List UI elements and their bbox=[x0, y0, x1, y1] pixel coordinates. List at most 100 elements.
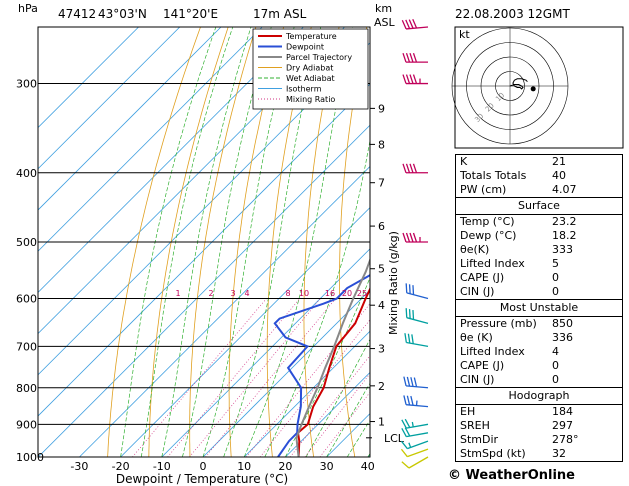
index-row: EH 184 bbox=[460, 405, 573, 418]
km-tick-label: 1 bbox=[378, 416, 385, 429]
wind-barb bbox=[403, 376, 429, 389]
wind-barb bbox=[402, 163, 428, 174]
mixing-ratio-line bbox=[319, 391, 370, 457]
temperature-tick-label: -30 bbox=[70, 460, 88, 473]
wind-barb-staff bbox=[406, 317, 429, 325]
pressure-tick-label: 700 bbox=[16, 340, 37, 353]
wind-barb-staff bbox=[406, 404, 429, 408]
km-tick-label: 2 bbox=[378, 380, 385, 393]
legend-label: Temperature bbox=[285, 32, 337, 41]
wet-adiabat bbox=[285, 276, 370, 457]
km-unit-label: km bbox=[375, 2, 392, 15]
mixing-ratio-value-label: 10 bbox=[299, 289, 309, 298]
wet-adiabat bbox=[120, 27, 217, 457]
index-row: Pressure (mb) 850 bbox=[460, 317, 573, 330]
parcel-trajectory-line bbox=[295, 257, 370, 457]
wind-barb-flag bbox=[412, 19, 418, 29]
legend-label: Dry Adiabat bbox=[286, 64, 333, 73]
wind-barb-flag bbox=[411, 334, 414, 344]
mixing-ratio-value-label: 1 bbox=[175, 289, 180, 298]
wind-barb-flag bbox=[400, 440, 408, 450]
isotherm-line bbox=[38, 27, 139, 129]
legend-box bbox=[252, 28, 369, 110]
hodograph-storm-motion bbox=[530, 86, 536, 92]
most-unstable-section: Most Unstable Pressure (mb) 850 θe (K) 336… bbox=[455, 300, 623, 388]
isotherm-line bbox=[285, 371, 370, 457]
wind-barb-flag bbox=[412, 309, 415, 320]
km-tick-label: 8 bbox=[378, 138, 385, 151]
hodograph-unit: kt bbox=[459, 28, 470, 41]
wind-barb-flag bbox=[405, 283, 408, 293]
wind-barb-flag bbox=[402, 163, 407, 173]
legend-label: Dewpoint bbox=[286, 43, 324, 52]
wind-barb-flag bbox=[410, 395, 414, 406]
mixing-ratio-line bbox=[259, 319, 370, 457]
pressure-tick-label: 500 bbox=[16, 236, 37, 249]
isotherm-line bbox=[243, 330, 370, 457]
wind-barb-flag bbox=[405, 308, 408, 318]
wind-barb-staff bbox=[406, 292, 429, 300]
wind-barb-flag bbox=[408, 19, 414, 29]
mixing-ratio-value-label: 3 bbox=[230, 289, 235, 298]
wind-barb-flag bbox=[403, 395, 407, 405]
index-row: CIN (J) 0 bbox=[460, 285, 559, 298]
isotherm-line bbox=[202, 289, 370, 457]
stability-indices: K 21 Totals Totals 40 PW (cm) 4.07 bbox=[455, 154, 623, 198]
mixing-ratio-axis-label: Mixing Ratio (g/kg) bbox=[387, 231, 400, 335]
wind-barb bbox=[401, 418, 429, 429]
pressure-tick-label: 600 bbox=[16, 293, 37, 306]
dry-adiabat bbox=[107, 27, 201, 457]
wind-barb-flag bbox=[409, 163, 414, 173]
temperature-tick-label: 10 bbox=[237, 460, 251, 473]
surface-section: Surface Temp (°C) 23.2 Dewp (°C) 18.2 θe(K… bbox=[455, 198, 623, 300]
wind-barb bbox=[400, 440, 429, 450]
temperature-tick-label: 40 bbox=[361, 460, 375, 473]
temperature-tick-label: -20 bbox=[112, 460, 130, 473]
station-elev: 17m ASL bbox=[253, 7, 307, 21]
hodograph-trace bbox=[509, 78, 528, 90]
wind-barb-staff bbox=[407, 440, 429, 450]
wind-barb-flag bbox=[400, 448, 408, 458]
indices-panel: K 21 Totals Totals 40 PW (cm) 4.07 Surface … bbox=[455, 154, 623, 462]
km-sub-label: ASL bbox=[374, 16, 396, 29]
wind-barb-flag bbox=[406, 395, 411, 406]
wind-barbs bbox=[400, 19, 429, 469]
x-axis-label: Dewpoint / Temperature (°C) bbox=[116, 472, 288, 486]
wind-barb-flag bbox=[408, 284, 411, 294]
wind-barb-flag bbox=[407, 333, 411, 344]
dry-adiabat bbox=[189, 27, 257, 457]
pressure-tick-label: 400 bbox=[16, 167, 37, 180]
plot-background-lines bbox=[38, 27, 370, 457]
wet-adiabat bbox=[140, 27, 234, 457]
wind-barb-flag bbox=[412, 285, 415, 295]
mixing-ratio-line bbox=[189, 298, 321, 457]
dry-adiabat bbox=[303, 27, 340, 457]
dry-adiabat bbox=[148, 27, 229, 457]
wind-barb bbox=[402, 232, 428, 243]
mixing-ratio-value-label: 20 bbox=[342, 289, 352, 298]
wind-barb bbox=[400, 448, 429, 458]
wind-barb-flag bbox=[402, 74, 407, 84]
wind-barb-flag bbox=[402, 232, 407, 243]
surface-title: Surface bbox=[456, 198, 622, 215]
dry-adiabat bbox=[228, 27, 285, 457]
temperature-tick-label: 0 bbox=[200, 460, 207, 473]
weatheronline-logo: © WeatherOnline bbox=[448, 468, 575, 483]
index-row: Temp (°C) 23.2 bbox=[460, 215, 577, 228]
wind-barb-flag bbox=[408, 309, 411, 319]
wet-adiabat bbox=[305, 338, 370, 457]
wind-barb-staff bbox=[406, 385, 429, 389]
wet-adiabat bbox=[182, 27, 272, 457]
wind-barb-staff bbox=[406, 432, 429, 438]
index-row: CAPE (J) 0 bbox=[460, 271, 559, 284]
wind-barb bbox=[401, 427, 429, 438]
mixing-ratio-value-label: 25 bbox=[357, 289, 367, 298]
km-tick-label: 9 bbox=[378, 102, 385, 115]
index-row: SREH 297 bbox=[460, 419, 573, 432]
wind-barb-flag bbox=[410, 377, 414, 387]
station-lon: 141°20'E bbox=[163, 7, 218, 21]
temperature-line bbox=[296, 286, 370, 457]
wind-barb-flag bbox=[406, 376, 411, 387]
wind-barb-flag bbox=[405, 52, 411, 63]
wind-barb bbox=[401, 19, 429, 30]
